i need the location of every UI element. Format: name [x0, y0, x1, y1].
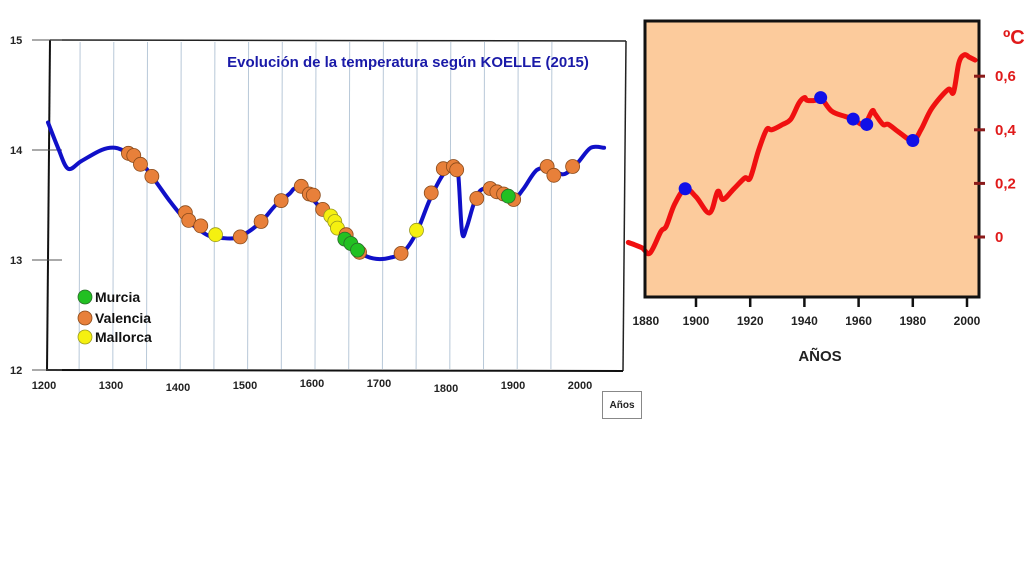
left-data-points — [120, 145, 581, 261]
left-plot-border-top — [49, 39, 627, 42]
data-point-murcia — [500, 188, 516, 204]
left-gridline — [483, 41, 485, 370]
data-point-valencia — [253, 214, 269, 229]
left-series-line — [46, 120, 607, 262]
left-y-tick-label: 15 — [10, 35, 22, 47]
left-y-tick-label: 14 — [10, 145, 23, 157]
right-y-tick-label: 0,4 — [995, 122, 1017, 139]
left-gridline — [146, 41, 148, 370]
right-x-tick-label: 1880 — [632, 314, 659, 328]
left-gridline — [550, 41, 553, 370]
data-point-valencia — [393, 245, 409, 261]
legend-label-murcia: Murcia — [95, 289, 140, 305]
right-chart: 00,20,40,6 1880 1900 1920 1940 1960 1980 2000 … — [625, 19, 1024, 365]
left-chart: 12 13 14 15 1200 1300 1400 1500 1600 1700 1800 190… — [10, 35, 627, 395]
left-x-axis — [46, 369, 624, 372]
right-plot-background — [645, 21, 979, 297]
right-data-point — [814, 91, 828, 105]
data-point-valencia — [565, 159, 581, 174]
left-x-tick-label: 1700 — [367, 378, 391, 390]
left-x-tick-label: 1500 — [233, 380, 257, 392]
right-x-tick-label: 1940 — [791, 314, 818, 328]
left-gridline — [314, 41, 317, 370]
left-gridline — [415, 41, 418, 370]
right-x-tick-label: 2000 — [954, 314, 981, 328]
left-gridline — [247, 41, 250, 370]
legend-label-valencia: Valencia — [95, 310, 151, 326]
data-point-valencia — [181, 212, 197, 228]
right-y-tick-label: 0,2 — [995, 175, 1016, 192]
right-data-point — [846, 112, 860, 126]
left-x-tick-label: 1300 — [99, 380, 123, 392]
left-y-ticks: 12 13 14 15 — [10, 35, 62, 377]
right-y-unit-label: ºC — [1003, 27, 1024, 49]
left-chart-title: Evolución de la temperatura según KOELLE… — [227, 54, 589, 71]
left-legend: Murcia Valencia Mallorca — [77, 289, 152, 345]
left-x-tick-label: 1800 — [434, 383, 458, 395]
data-point-valencia — [469, 190, 485, 206]
right-data-point — [860, 117, 874, 131]
left-y-axis — [46, 39, 51, 372]
left-x-tick-label: 1600 — [300, 378, 324, 390]
data-point-valencia — [449, 162, 465, 178]
left-gridline — [381, 41, 384, 370]
left-y-tick-label: 13 — [10, 255, 22, 267]
left-gridline — [179, 41, 182, 370]
right-plot-border — [643, 19, 981, 299]
left-y-tick-label: 12 — [10, 365, 22, 377]
left-gridline — [112, 41, 115, 370]
right-data-points — [678, 91, 920, 196]
left-x-ticks: 1200 1300 1400 1500 1600 1700 1800 1900 2000 — [32, 378, 592, 395]
data-point-valencia — [423, 185, 439, 201]
right-series-line — [625, 52, 978, 257]
right-y-tick-label: 0,6 — [995, 68, 1016, 85]
right-x-tick-label: 1980 — [899, 314, 926, 328]
left-x-tick-label: 2000 — [568, 380, 592, 392]
data-point-valencia — [193, 218, 209, 234]
left-x-tick-label: 1400 — [166, 382, 190, 394]
legend-marker-murcia — [77, 289, 93, 305]
legend-marker-valencia — [77, 310, 93, 326]
right-data-point — [678, 182, 692, 196]
left-axes — [46, 39, 627, 372]
right-x-tick-label: 1960 — [845, 314, 872, 328]
data-point-valencia — [133, 156, 148, 172]
data-point-valencia — [546, 167, 562, 183]
data-point-valencia — [273, 193, 289, 209]
left-plot-border-right — [622, 40, 627, 372]
right-y-tick-label: 0 — [995, 229, 1003, 246]
right-y-ticks: 0 0,2 0,4 0,6 — [974, 68, 1017, 246]
data-point-mallorca — [208, 227, 223, 243]
data-point-mallorca — [409, 222, 424, 238]
right-x-tick-label: 1900 — [683, 314, 710, 328]
right-x-tick-label: 1920 — [737, 314, 764, 328]
data-point-murcia — [350, 242, 365, 258]
right-x-axis-title: AÑOS — [798, 347, 841, 365]
left-x-tick-label: 1900 — [501, 380, 525, 392]
right-x-ticks: 1880 1900 1920 1940 1960 1980 2000 — [632, 297, 981, 328]
left-x-tick-label: 1200 — [32, 380, 56, 392]
legend-label-mallorca: Mallorca — [95, 329, 152, 345]
legend-marker-mallorca — [77, 329, 93, 345]
left-gridline — [348, 41, 351, 370]
left-x-axis-title: Años — [602, 391, 642, 419]
data-point-valencia — [232, 229, 248, 245]
data-point-valencia — [305, 187, 321, 203]
data-point-valencia — [144, 168, 160, 184]
right-data-point — [906, 134, 920, 148]
left-gridline — [449, 41, 452, 370]
left-gridline — [213, 41, 216, 370]
